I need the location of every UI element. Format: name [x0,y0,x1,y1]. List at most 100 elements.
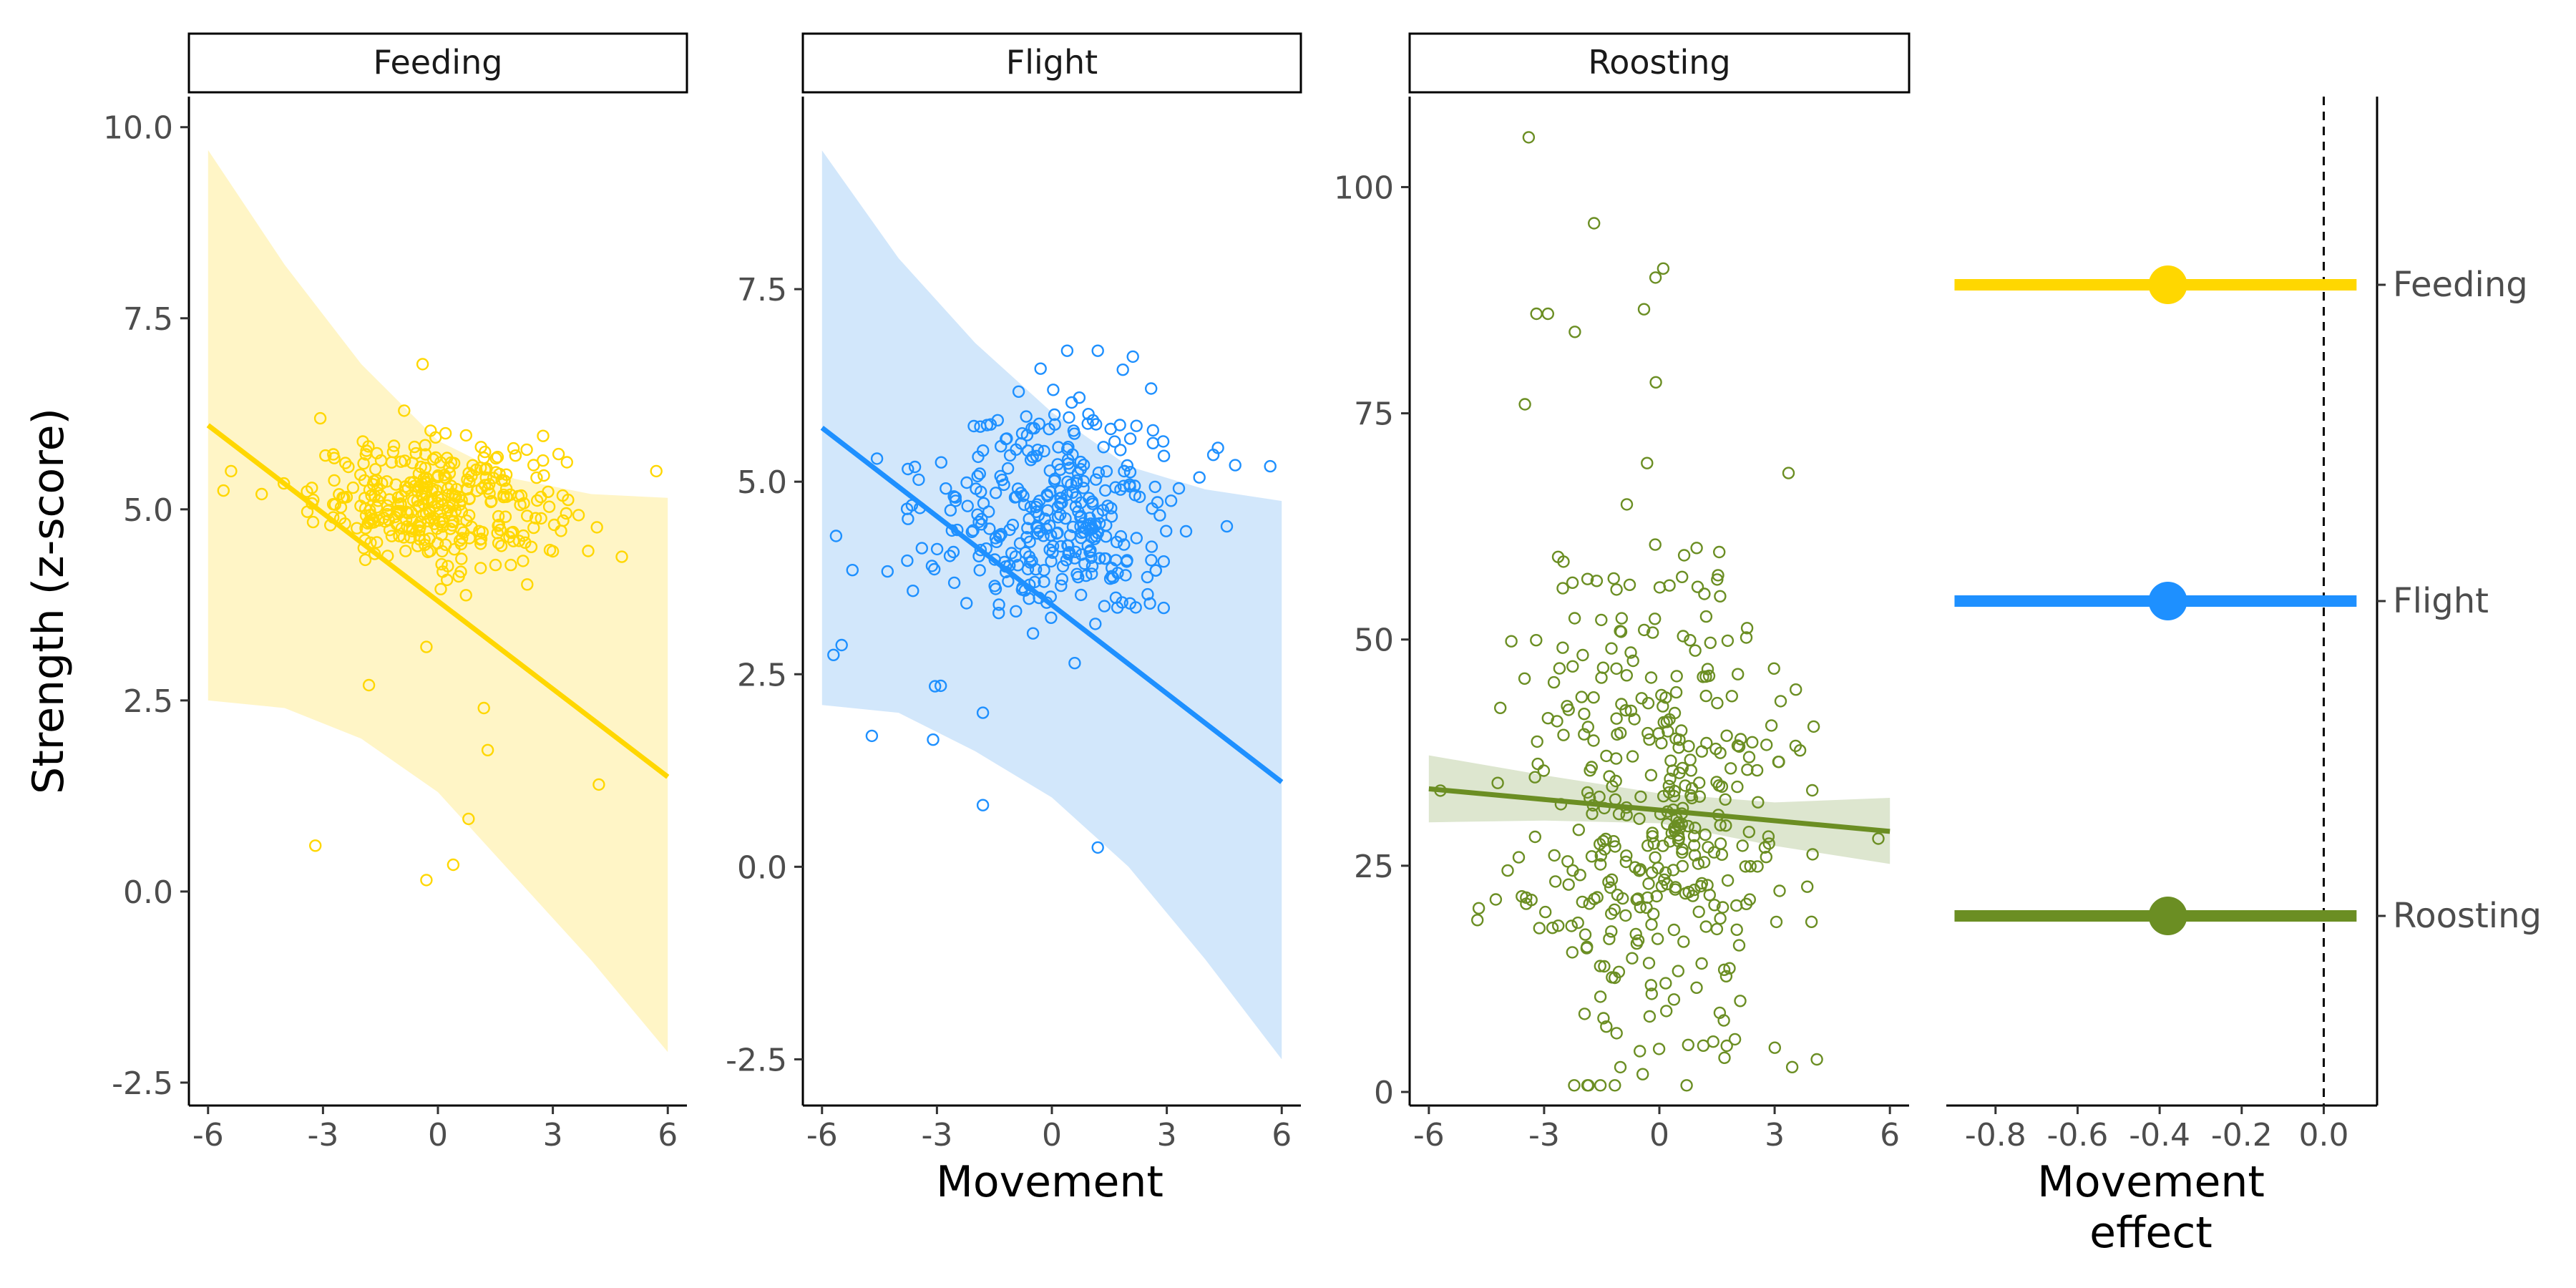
panel-feeding-data-point [504,558,517,572]
panel-flight-y-tick-label: -2.5 [726,1042,787,1078]
panel-flight-data-point [1068,427,1081,440]
panel-feeding-data-point [507,441,520,455]
panel-flight-data-point [1119,569,1132,582]
panel-roosting-data-point [1623,578,1636,591]
panel-feeding-data-point [474,533,487,546]
panel-feeding-x-tick-label: -3 [307,1117,338,1153]
panel-flight-data-point [1055,579,1068,592]
panel-roosting-data-point [1762,837,1775,850]
panel-feeding-data-point [535,512,547,525]
panel-flight-data-point [1129,601,1142,614]
panel-feeding-data-point [447,514,460,528]
panel-roosting-x-tick-label: 3 [1765,1117,1785,1153]
panel-roosting-data-point [1619,909,1632,922]
panel-flight-strip [801,32,1302,94]
panel-feeding-data-point [448,543,461,556]
panel-roosting-data-point [1581,786,1594,799]
panel-roosting-y-tick-label: 25 [1354,849,1394,885]
panel-feeding-data-point [463,475,476,488]
panel-roosting-data-point [1676,846,1689,859]
panel-feeding-data-point [381,499,394,512]
panel-flight-data-point [976,706,990,719]
panel-flight-data-point [1105,562,1118,575]
panel-flight-data-point [930,542,944,556]
panel-roosting-data-point [1789,683,1802,696]
panel-roosting-data-point [1729,899,1743,912]
panel-roosting-data-point [1717,1014,1730,1027]
panel-roosting-data-point [1679,887,1692,900]
panel-flight-data-point [1013,537,1027,550]
panel-flight-data-point [972,515,985,529]
panel-roosting-data-point [1620,669,1634,682]
panel-flight-data-point [949,494,962,507]
panel-feeding-data-point [398,404,411,417]
panel-roosting-data-point [1594,960,1607,972]
x-axis-title-effect-line1: Movement [2037,1157,2265,1207]
panel-roosting-data-point [1661,817,1674,831]
panel-roosting-data-point [1615,698,1628,711]
panel-flight-data-point [1105,510,1118,523]
panel-roosting-data-point [1709,742,1722,756]
panel-roosting-y-tick-label: 75 [1354,396,1394,433]
panel-flight-data-point [1045,555,1058,568]
panel-feeding-data-point [358,502,372,515]
panel-roosting-data-point [1770,915,1783,929]
panel-feeding-data-point [615,550,628,563]
panel-feeding-data-point [441,452,454,464]
panel-roosting-data-point [1643,733,1656,746]
panel-roosting-data-point [1546,921,1559,935]
panel-roosting-data-point [1699,670,1712,683]
panel-flight-data-point [1060,344,1074,357]
panel-roosting-data-point [1593,837,1606,851]
panel-roosting-data-point [1578,728,1591,741]
panel-roosting-data-point [1760,850,1773,864]
panel-feeding-data-point [405,506,418,519]
panel-roosting-data-point [1684,634,1697,647]
panel-flight-data-point [846,564,859,577]
panel-flight-data-point [1059,512,1072,525]
panel-feeding-data-point [499,510,512,523]
panel-feeding-data-point [424,545,436,557]
panel-feeding-data-point [542,485,555,498]
panel-flight-data-point [1074,588,1088,602]
panel-roosting-data-point [1643,1010,1657,1023]
panel-roosting-data-point [1528,771,1541,784]
panel-flight-data-point [1114,530,1128,543]
panel-roosting-data-point [1565,919,1578,932]
panel-roosting-data-point [1676,859,1689,873]
panel-feeding-data-point [420,874,433,887]
panel-flight-data-point [1070,474,1083,487]
panel-feeding-data-point [521,509,534,522]
panel-feeding-data-point [436,520,449,533]
panel-flight-fit-line [820,426,1284,784]
panel-flight-data-point [927,562,941,576]
panel-feeding-data-point [519,536,532,549]
panel-flight-data-point [976,444,990,457]
panel-roosting-data-point [1634,901,1647,914]
panel-feeding-data-point [351,522,364,535]
panel-roosting-data-point [1644,769,1658,782]
panel-roosting-data-point [1582,1079,1595,1092]
panel-roosting-data-point [1782,467,1795,479]
panel-feeding-data-point [650,464,663,478]
panel-feeding-strip [187,32,688,94]
panel-flight-data-point [1133,490,1146,504]
panel-roosting-data-point [1608,971,1621,985]
panel-roosting-data-point [1684,764,1698,777]
panel-flight-data-point [947,545,960,559]
panel-feeding-data-point [255,487,268,501]
panel-flight-data-point [835,638,848,652]
panel-flight-data-point [1060,488,1073,502]
panel-roosting-data-point [1667,923,1681,937]
panel-flight: Flight -2.5 0.0 2.5 5.0 7.5 -6 -3 0 3 6 [726,32,1302,1153]
panel-roosting-data-point [1734,733,1747,746]
panel-roosting-data-point [1600,1020,1613,1033]
panel-roosting-data-point [1614,1060,1627,1074]
panel-roosting-data-point [1553,662,1566,675]
panel-roosting-data-point [1672,965,1685,977]
panel-roosting-data-point [1645,987,1659,1000]
panel-feeding-data-point [434,456,447,469]
panel-flight-data-point [1012,385,1025,398]
panel-roosting-data-point [1604,907,1618,920]
panel-roosting-data-point [1607,834,1620,848]
